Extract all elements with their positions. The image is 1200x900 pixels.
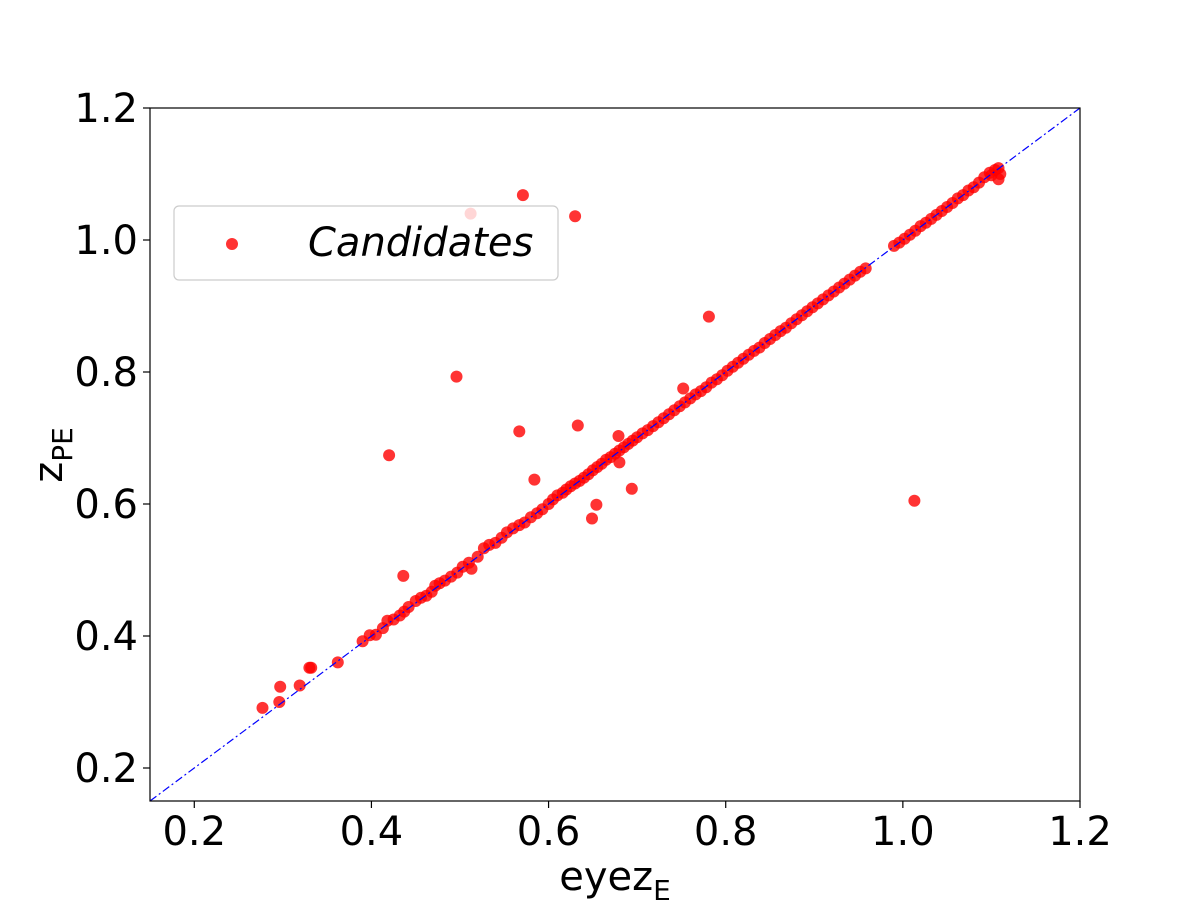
legend-marker — [226, 238, 238, 250]
data-point — [274, 680, 287, 693]
x-tick-label: 0.6 — [517, 809, 581, 855]
y-axis-label-main: z — [26, 462, 72, 483]
legend: Candidates — [173, 205, 559, 281]
x-axis-label-main: eyez — [559, 854, 653, 900]
data-point — [677, 382, 690, 395]
data-point — [625, 482, 638, 495]
x-tick-label: 0.4 — [340, 809, 404, 855]
y-tick-label: 1.2 — [74, 86, 138, 132]
legend-label: Candidates — [308, 220, 533, 266]
y-ticks: 0.2 0.4 0.6 0.8 1.0 1.2 — [74, 86, 150, 792]
y-tick-label: 0.4 — [74, 614, 138, 660]
data-point — [465, 562, 478, 575]
x-tick-label: 1.2 — [1048, 809, 1112, 855]
data-point — [516, 189, 529, 202]
data-point — [331, 656, 344, 669]
data-point — [256, 701, 269, 714]
y-tick-label: 0.6 — [74, 482, 138, 528]
data-point — [450, 370, 463, 383]
data-point — [397, 569, 410, 582]
data-point — [528, 473, 541, 486]
x-tick-label: 1.0 — [871, 809, 935, 855]
data-point — [612, 430, 625, 442]
legend-box — [173, 205, 559, 281]
y-axis-label-sub: PE — [46, 427, 79, 462]
x-tick-label: 0.8 — [694, 809, 758, 855]
data-point — [702, 310, 715, 323]
x-tick-label: 0.2 — [162, 809, 226, 855]
x-axis-label: eyezE — [559, 854, 671, 900]
data-point — [569, 210, 582, 223]
data-point — [293, 679, 306, 692]
data-point — [571, 419, 584, 432]
y-tick-label: 1.0 — [74, 218, 138, 264]
data-point — [273, 696, 286, 708]
y-axis-label: zPE — [26, 427, 79, 483]
y-tick-label: 0.8 — [74, 350, 138, 396]
y-tick-label: 0.2 — [74, 746, 138, 792]
data-point — [305, 661, 318, 674]
data-point — [586, 512, 598, 525]
plot-frame — [149, 107, 1081, 802]
data-point — [383, 449, 396, 462]
data-point — [992, 173, 1005, 186]
data-point — [513, 425, 526, 438]
data-point — [471, 550, 484, 563]
data-point — [613, 456, 626, 469]
data-point — [908, 494, 921, 507]
reference-line — [149, 107, 1081, 802]
points-layer — [256, 162, 1007, 714]
data-point — [590, 498, 603, 511]
x-ticks: 0.2 0.4 0.6 0.8 1.0 1.2 — [162, 801, 1112, 855]
x-axis-label-sub: E — [653, 874, 671, 900]
